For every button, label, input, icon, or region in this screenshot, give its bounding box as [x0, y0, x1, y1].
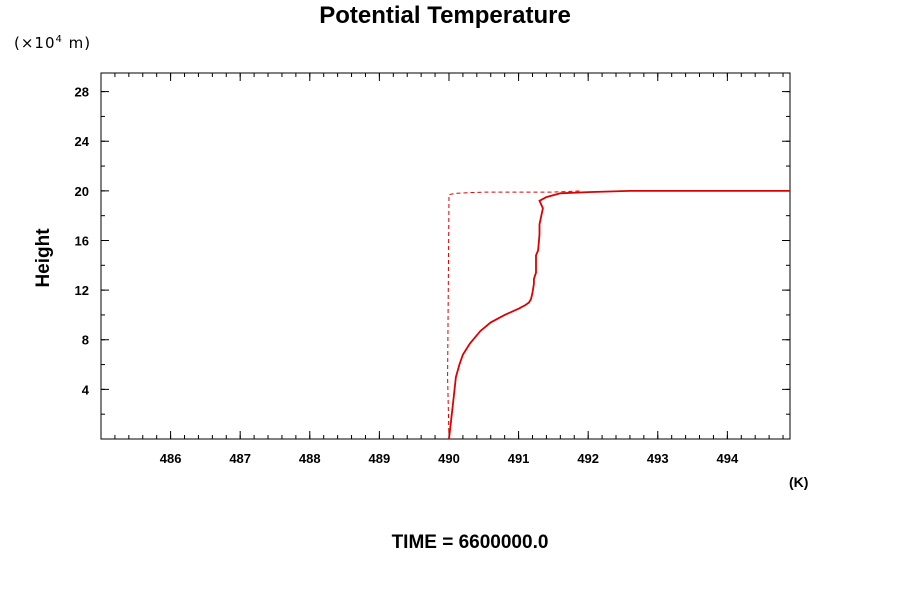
- x-tick-label: 486: [160, 451, 182, 466]
- y-tick-label: 20: [75, 184, 89, 199]
- time-label: TIME = 6600000.0: [391, 532, 549, 553]
- x-tick-label: 489: [369, 451, 391, 466]
- data-series: [447, 189, 790, 440]
- x-tick-label: 492: [577, 451, 599, 466]
- axis-ticks: 486 487 488 489 490 491 492 493 494 4 8 12 16 20 24 28: [75, 73, 790, 466]
- series-line-solid: [448, 189, 790, 440]
- chart-title: Potential Temperature: [319, 2, 571, 29]
- x-axis-unit: (K): [789, 474, 809, 490]
- plot-frame: [100, 72, 791, 440]
- x-tick-label: 490: [438, 451, 460, 466]
- x-tick-label: 487: [229, 451, 251, 466]
- y-tick-label: 28: [75, 85, 89, 100]
- series-line-dashed: [447, 190, 582, 440]
- y-tick-label: 8: [82, 333, 89, 348]
- x-tick-label: 494: [717, 451, 739, 466]
- y-tick-label: 4: [82, 382, 90, 397]
- y-tick-label: 24: [75, 134, 90, 149]
- y-tick-label: 16: [75, 233, 89, 248]
- x-tick-label: 493: [647, 451, 669, 466]
- x-tick-label: 488: [299, 451, 321, 466]
- x-tick-label: 491: [508, 451, 530, 466]
- y-tick-label: 12: [75, 283, 89, 298]
- y-axis-unit: (×104 m): [14, 34, 92, 52]
